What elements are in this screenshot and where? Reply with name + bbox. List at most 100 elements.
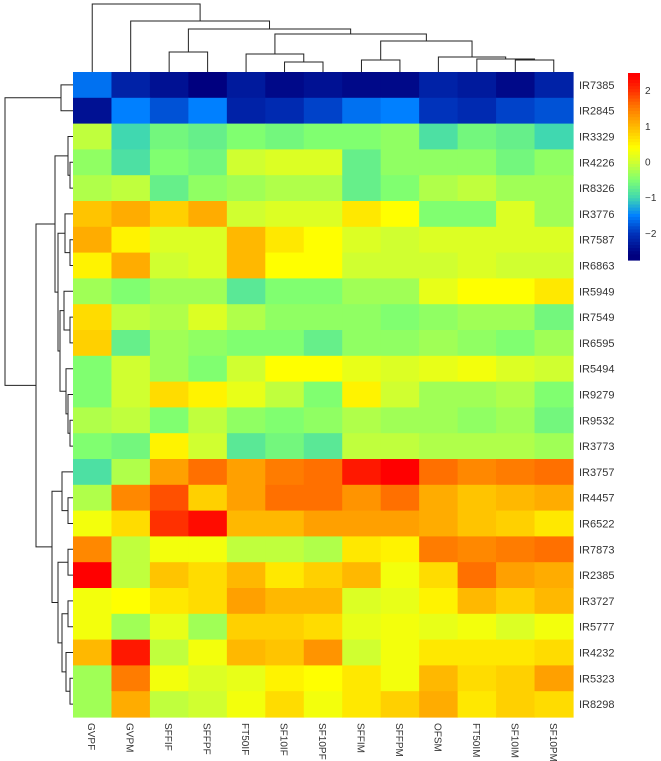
heatmap-cell-IR6522-SF10IM — [496, 510, 536, 537]
column-label: GVPM — [124, 723, 135, 752]
heatmap-cell-IR3773-FT50IF — [226, 433, 266, 460]
heatmap-cell-IR2845-SFFPM — [380, 97, 420, 125]
heatmap-cell-IR8326-SF10IM — [496, 175, 536, 202]
color-key-segment — [628, 235, 640, 239]
heatmap-cell-IR3773-GVPM — [111, 433, 151, 460]
heatmap-cell-IR2385-SF10IF — [265, 562, 305, 589]
heatmap-cell-IR4226-SFFIF — [149, 149, 189, 176]
color-key-tick-label: 0 — [645, 158, 651, 169]
heatmap-cell-IR6863-FT50IF — [226, 252, 266, 279]
heatmap-cell-IR8298-SFFPM — [380, 691, 420, 718]
row-label: IR5494 — [579, 364, 614, 376]
heatmap-cell-IR3773-SFFPM — [380, 433, 420, 460]
color-key-segment — [628, 141, 640, 146]
color-key-segment — [628, 85, 640, 90]
heatmap-cell-IR7549-OFSM — [419, 304, 459, 331]
row-label: IR3727 — [579, 596, 614, 608]
heatmap-cell-IR3329-SF10IM — [496, 123, 536, 150]
column-labels: GVPF GVPM SFFIF SFFPF FT50IF SF10IF SF10PF SFFI… — [85, 723, 558, 761]
color-key-segment — [628, 157, 640, 161]
heatmap-cell-IR5777-SFFPF — [188, 613, 228, 641]
heatmap-cells — [73, 72, 574, 718]
heatmap-cell-IR3757-SF10IM — [496, 459, 536, 486]
heatmap-cell-IR3776-FT50IM — [457, 201, 497, 228]
heatmap-cell-IR6595-SF10PM — [534, 330, 574, 357]
heatmap-cell-IR9532-SFFIF — [149, 407, 189, 434]
heatmap-cell-IR4232-SFFPM — [380, 639, 420, 666]
heatmap-cell-IR5777-SF10PF — [303, 613, 343, 641]
heatmap-cell-IR9279-SFFPF — [188, 381, 228, 408]
heatmap-cell-IR3757-SFFPM — [380, 459, 420, 486]
heatmap-cell-IR5777-FT50IM — [457, 613, 497, 641]
heatmap-cell-IR6595-SF10IM — [496, 330, 536, 357]
color-key-segment — [628, 147, 640, 152]
heatmap-cell-IR3776-SFFPF — [188, 201, 228, 228]
heatmap-cell-IR2845-FT50IF — [226, 97, 266, 125]
row-label: IR5323 — [579, 673, 614, 685]
color-key-segment — [628, 119, 640, 124]
heatmap-cell-IR5494-FT50IM — [457, 355, 497, 383]
heatmap-cell-IR5323-SFFIM — [342, 665, 382, 692]
row-label: IR4232 — [579, 648, 614, 660]
color-key-segment — [628, 150, 640, 155]
heatmap-cell-IR7549-FT50IM — [457, 304, 497, 331]
heatmap-cell-IR7385-SFFIM — [342, 72, 382, 99]
row-label: IR8298 — [579, 699, 614, 711]
heatmap-cell-IR7549-SF10PF — [303, 304, 343, 331]
heatmap-cell-IR4232-SFFPF — [188, 639, 228, 666]
row-label: IR3757 — [579, 467, 614, 479]
heatmap-cell-IR6595-SFFIM — [342, 330, 382, 357]
color-key-segment — [628, 154, 640, 158]
heatmap-cell-IR7873-GVPM — [111, 536, 151, 563]
heatmap-cell-IR5323-SF10PF — [303, 665, 343, 692]
heatmap-cell-IR9532-SFFPM — [380, 407, 420, 434]
heatmap-cell-IR7587-SFFIM — [342, 226, 382, 254]
heatmap-cell-IR3776-SFFPM — [380, 201, 420, 228]
heatmap-cell-IR7587-SF10IF — [265, 226, 305, 254]
heatmap-cell-IR4232-FT50IM — [457, 639, 497, 666]
heatmap-cell-IR7873-SF10PF — [303, 536, 343, 563]
heatmap-cell-IR3773-SFFIM — [342, 433, 382, 460]
heatmap-cell-IR5494-GVPM — [111, 355, 151, 383]
heatmap-cell-IR3776-OFSM — [419, 201, 459, 228]
heatmap-cell-IR7873-OFSM — [419, 536, 459, 563]
column-label: GVPF — [85, 723, 96, 750]
heatmap-cell-IR8326-SF10PM — [534, 175, 574, 202]
heatmap-cell-IR5949-SFFIF — [149, 278, 189, 305]
color-key: 2 1 0 −1 −2 — [628, 73, 657, 261]
heatmap-cell-IR7385-SFFPF — [188, 72, 228, 99]
row-label: IR4457 — [579, 493, 614, 505]
heatmap-cell-IR4232-SFFIM — [342, 639, 382, 666]
color-key-tick-label: 1 — [645, 122, 651, 133]
heatmap-cell-IR4232-SF10PF — [303, 639, 343, 666]
heatmap-cell-IR4226-SFFIM — [342, 149, 382, 176]
heatmap-cell-IR5777-SFFIM — [342, 613, 382, 641]
heatmap-cell-IR7549-GVPF — [73, 304, 113, 331]
heatmap-cell-IR5323-GVPF — [73, 665, 113, 692]
heatmap-cell-IR5949-SF10IF — [265, 278, 305, 305]
heatmap-cell-IR7549-SFFIF — [149, 304, 189, 331]
row-label: IR3776 — [579, 209, 614, 221]
heatmap-cell-IR3776-GVPM — [111, 201, 151, 228]
column-dendrogram-branch — [360, 59, 401, 72]
heatmap-cell-IR4232-SF10PM — [534, 639, 574, 666]
heatmap-cell-IR5494-SFFIM — [342, 355, 382, 383]
color-key-tick-label: 2 — [645, 86, 651, 97]
heatmap-cell-IR5949-GVPM — [111, 278, 151, 305]
heatmap-cell-IR7385-GVPF — [73, 72, 113, 99]
color-key-segment — [628, 219, 640, 224]
heatmap-cell-IR3329-FT50IM — [457, 123, 497, 150]
heatmap-cell-IR8326-FT50IF — [226, 175, 266, 202]
heatmap-cell-IR6522-SFFIF — [149, 510, 189, 537]
heatmap-cell-IR3773-FT50IM — [457, 433, 497, 460]
heatmap-cell-IR5777-SFFPM — [380, 613, 420, 641]
heatmap-cell-IR3329-SF10PM — [534, 123, 574, 150]
heatmap-cell-IR3776-SFFIM — [342, 201, 382, 228]
color-key-segment — [628, 203, 640, 208]
heatmap-cell-IR8298-OFSM — [419, 691, 459, 718]
heatmap-cell-IR3757-SFFPF — [188, 459, 228, 486]
heatmap-cell-IR2385-SF10PF — [303, 562, 343, 589]
heatmap-cell-IR7587-SFFPM — [380, 226, 420, 254]
column-dendrogram-branch — [187, 28, 352, 52]
heatmap-cell-IR3757-FT50IF — [226, 459, 266, 486]
